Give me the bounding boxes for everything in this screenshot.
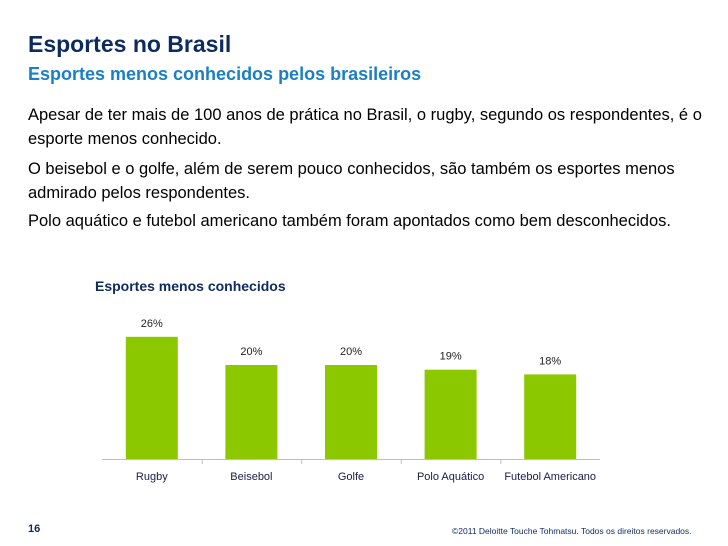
bar-4 bbox=[524, 374, 577, 459]
category-tick-label-2: Golfe bbox=[338, 471, 364, 483]
chart-title: Esportes menos conhecidos bbox=[95, 278, 286, 294]
paragraph-rugby: Apesar de ter mais de 100 anos de prátic… bbox=[28, 106, 702, 148]
bar-3 bbox=[424, 369, 477, 459]
page-number: 16 bbox=[28, 523, 41, 535]
category-tick-label-4: Futebol Americano bbox=[504, 471, 596, 483]
bar-2 bbox=[325, 365, 377, 459]
bar-1 bbox=[225, 365, 278, 459]
bar-value-label-4: 18% bbox=[539, 355, 561, 367]
paragraph-polo-futebol: Polo aquático e futebol americano também… bbox=[28, 212, 671, 230]
copyright-notice: ©2011 Deloitte Touche Tohmatsu. Todos os… bbox=[452, 526, 692, 536]
category-tick-label-0: Rugby bbox=[136, 471, 168, 483]
category-tick-label-3: Polo Aquático bbox=[417, 471, 484, 483]
bar-value-label-3: 19% bbox=[440, 351, 462, 363]
bar-0 bbox=[125, 336, 178, 459]
bar-value-label-1: 20% bbox=[240, 346, 262, 358]
paragraph-beisebol-golfe: O beisebol e o golfe, além de serem pouc… bbox=[28, 160, 675, 202]
page-title: Esportes no Brasil bbox=[28, 31, 232, 57]
category-tick-label-1: Beisebol bbox=[230, 471, 272, 483]
bars-group: 26% Rugby 20% Beisebol 20% Golfe 19% Polo Aquát… bbox=[125, 318, 596, 483]
bar-value-label-0: 26% bbox=[141, 318, 163, 330]
bar-value-label-2: 20% bbox=[340, 346, 362, 358]
page-subtitle: Esportes menos conhecidos pelos brasilei… bbox=[28, 64, 422, 84]
